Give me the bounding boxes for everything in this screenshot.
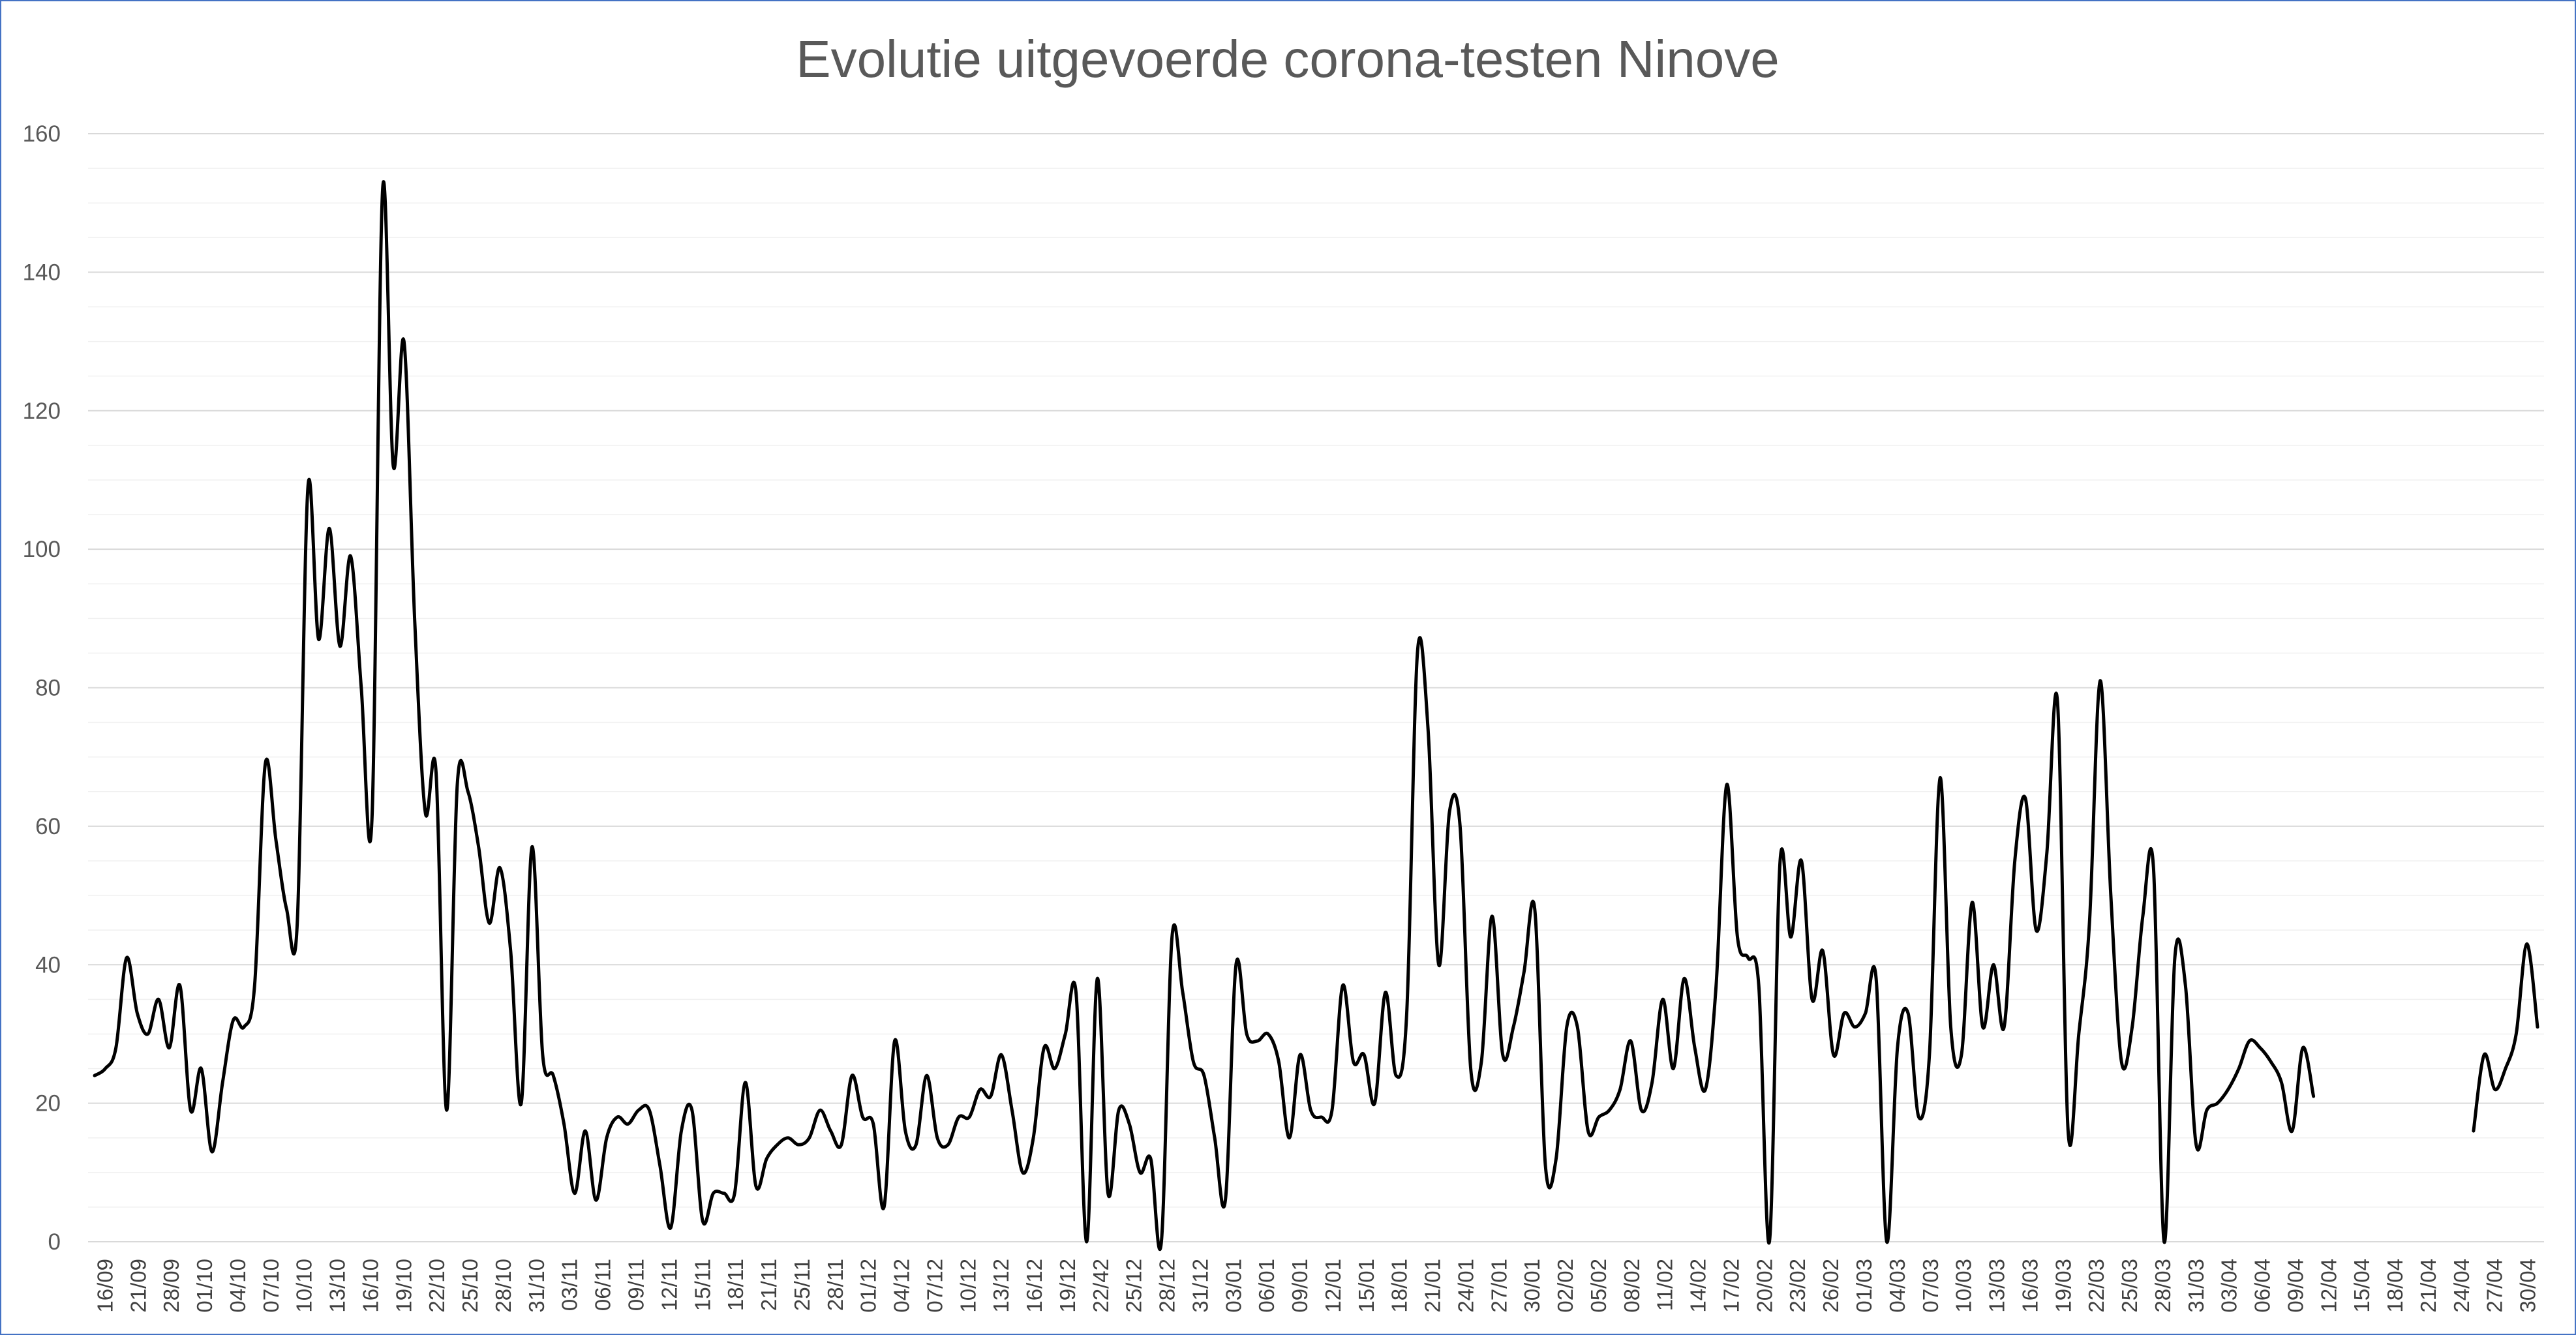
x-tick-label: 19/10 [391, 1259, 416, 1313]
y-tick-label: 160 [23, 121, 61, 147]
x-tick-label: 13/03 [1985, 1259, 2009, 1313]
x-axis-ticks: 16/09 21/09 28/09 01/10 04/10 07/10 10/10 13/10… [93, 1259, 2539, 1313]
x-tick-label: 18/11 [723, 1259, 748, 1311]
x-tick-label: 28/11 [823, 1259, 847, 1311]
x-tick-label: 28/09 [159, 1259, 183, 1313]
x-tick-label: 25/11 [790, 1259, 814, 1311]
y-tick-label: 0 [48, 1229, 61, 1255]
x-tick-label: 19/12 [1055, 1259, 1080, 1313]
x-tick-label: 05/02 [1586, 1259, 1611, 1313]
x-tick-label: 12/01 [1321, 1259, 1345, 1313]
x-tick-label: 04/10 [226, 1259, 250, 1313]
x-tick-label: 31/03 [2184, 1259, 2208, 1313]
x-tick-label: 22/03 [2084, 1259, 2108, 1313]
y-tick-label: 100 [23, 537, 61, 562]
x-tick-label: 11/02 [1653, 1259, 1677, 1311]
x-tick-label: 31/12 [1188, 1259, 1212, 1313]
x-tick-label: 21/11 [757, 1259, 781, 1311]
x-tick-label: 25/10 [458, 1259, 482, 1313]
x-tick-label: 15/11 [690, 1259, 714, 1311]
x-tick-label: 13/12 [989, 1259, 1013, 1313]
x-tick-label: 10/10 [292, 1259, 316, 1313]
x-tick-label: 12/04 [2316, 1259, 2341, 1313]
x-tick-label: 28/12 [1155, 1259, 1179, 1313]
gridlines [88, 133, 2544, 1242]
y-tick-label: 80 [35, 676, 61, 701]
x-tick-label: 10/03 [1952, 1259, 1976, 1313]
x-tick-label: 03/04 [2217, 1259, 2241, 1313]
x-tick-label: 18/04 [2383, 1259, 2407, 1313]
x-tick-label: 01/10 [192, 1259, 217, 1313]
x-tick-label: 07/03 [1918, 1259, 1943, 1313]
y-tick-label: 120 [23, 398, 61, 424]
x-tick-label: 09/11 [624, 1259, 648, 1311]
x-tick-label: 21/01 [1421, 1259, 1445, 1313]
x-tick-label: 22/42 [1089, 1259, 1113, 1313]
x-tick-label: 03/01 [1221, 1259, 1245, 1313]
x-tick-label: 12/11 [657, 1259, 681, 1311]
x-tick-label: 04/12 [890, 1259, 914, 1313]
x-tick-label: 13/10 [326, 1259, 350, 1313]
x-tick-label: 06/01 [1254, 1259, 1279, 1313]
x-tick-label: 03/11 [558, 1259, 582, 1311]
x-tick-label: 16/10 [358, 1259, 382, 1313]
x-tick-label: 16/12 [1022, 1259, 1046, 1313]
x-tick-label: 09/01 [1288, 1259, 1312, 1313]
x-tick-label: 15/01 [1354, 1259, 1378, 1313]
y-tick-label: 60 [35, 814, 61, 839]
x-tick-label: 21/09 [126, 1259, 150, 1313]
series-line-segment-1 [93, 180, 2316, 1252]
x-tick-label: 26/02 [1819, 1259, 1843, 1313]
series-line-segment-2 [2472, 942, 2539, 1133]
x-tick-label: 23/02 [1785, 1259, 1810, 1313]
x-tick-label: 27/01 [1487, 1259, 1511, 1313]
x-tick-label: 24/04 [2449, 1259, 2474, 1313]
x-tick-label: 30/01 [1520, 1259, 1544, 1313]
x-tick-label: 14/02 [1686, 1259, 1710, 1313]
x-tick-label: 20/02 [1752, 1259, 1776, 1313]
series-group [93, 180, 2539, 1252]
x-tick-label: 25/12 [1122, 1259, 1146, 1313]
x-tick-label: 15/04 [2350, 1259, 2374, 1313]
x-tick-label: 22/10 [425, 1259, 449, 1313]
x-tick-label: 17/02 [1719, 1259, 1743, 1313]
x-tick-label: 31/10 [524, 1259, 549, 1313]
x-tick-label: 30/04 [2516, 1259, 2540, 1313]
x-tick-label: 21/04 [2416, 1259, 2440, 1313]
x-tick-label: 09/04 [2283, 1259, 2307, 1313]
x-tick-label: 08/02 [1620, 1259, 1644, 1313]
x-tick-label: 01/12 [856, 1259, 881, 1313]
x-tick-label: 10/12 [956, 1259, 980, 1313]
x-tick-label: 27/04 [2483, 1259, 2507, 1313]
y-tick-label: 20 [35, 1091, 61, 1117]
x-tick-label: 18/01 [1387, 1259, 1412, 1313]
x-tick-label: 16/03 [2018, 1259, 2042, 1313]
x-tick-label: 28/10 [491, 1259, 515, 1313]
y-tick-label: 140 [23, 260, 61, 285]
x-tick-label: 28/03 [2151, 1259, 2175, 1313]
x-tick-label: 25/03 [2117, 1259, 2142, 1313]
y-tick-label: 40 [35, 952, 61, 978]
x-tick-label: 04/03 [1885, 1259, 1909, 1313]
x-tick-label: 02/02 [1553, 1259, 1577, 1313]
chart-title: Evolutie uitgevoerde corona-testen Ninov… [796, 30, 1780, 88]
x-tick-label: 07/12 [922, 1259, 947, 1313]
x-tick-label: 06/04 [2250, 1259, 2275, 1313]
y-axis-ticks: 0 20 40 60 80 100 120 140 160 [23, 121, 61, 1255]
x-tick-label: 19/03 [2051, 1259, 2075, 1313]
x-tick-label: 01/03 [1852, 1259, 1876, 1313]
x-tick-label: 24/01 [1453, 1259, 1477, 1313]
x-tick-label: 06/11 [591, 1259, 615, 1311]
x-tick-label: 07/10 [259, 1259, 283, 1313]
x-tick-label: 16/09 [93, 1259, 117, 1313]
